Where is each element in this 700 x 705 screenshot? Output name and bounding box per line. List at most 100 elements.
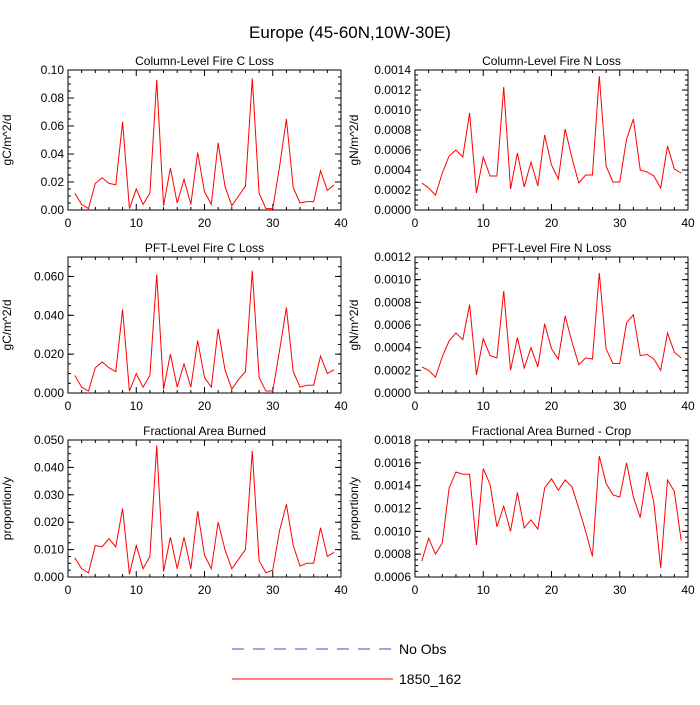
y-axis-label: proportion/y	[0, 477, 14, 540]
series-line-1850-162	[74, 270, 335, 392]
y-tick-label: 0.0002	[374, 183, 411, 197]
y-tick-label: 0.050	[34, 433, 64, 447]
panel-4: 0 10 20 30 40 0.0000 0.0002 0.0004 0.0006 0.0008 0…	[347, 241, 695, 413]
y-tick-label: 0.0008	[374, 295, 411, 309]
y-tick-label: 0.0006	[374, 570, 411, 584]
x-tick-label: 40	[681, 216, 695, 230]
panel-frame	[414, 256, 689, 394]
y-tick-label: 0.00	[41, 203, 65, 217]
x-tick-label: 0	[65, 216, 72, 230]
panels: 0 10 20 30 40 0.00 0.02 0.04 0.06 0.08 0.10 Column-…	[0, 54, 695, 597]
panel-title: Fractional Area Burned - Crop	[472, 424, 632, 438]
x-tick-label: 10	[477, 399, 491, 413]
y-tick-label: 0.0006	[374, 318, 411, 332]
panel-1: 0 10 20 30 40 0.00 0.02 0.04 0.06 0.08 0.10 Column-…	[0, 54, 348, 230]
y-axis-label: gN/m^2/d	[347, 115, 361, 166]
y-tick-label: 0.020	[34, 347, 64, 361]
x-tick-label: 30	[613, 583, 627, 597]
x-tick-label: 20	[545, 583, 559, 597]
y-axis-label: proportion/y	[347, 477, 361, 540]
panel-title: Column-Level Fire N Loss	[482, 54, 621, 68]
y-tick-label: 0.0012	[374, 502, 411, 516]
panel-title: PFT-Level Fire N Loss	[492, 241, 611, 255]
legend-label-no-obs: No Obs	[399, 641, 446, 657]
x-tick-label: 0	[65, 583, 72, 597]
x-tick-label: 40	[681, 583, 695, 597]
y-tick-label: 0.030	[34, 488, 64, 502]
x-tick-label: 20	[198, 583, 212, 597]
legend-label-1850-162: 1850_162	[399, 671, 462, 687]
y-tick-label: 0.0008	[374, 123, 411, 137]
y-tick-label: 0.10	[41, 63, 65, 77]
x-tick-label: 30	[613, 216, 627, 230]
panel-title: Column-Level Fire C Loss	[135, 54, 274, 68]
y-tick-label: 0.0018	[374, 433, 411, 447]
x-tick-label: 40	[334, 216, 348, 230]
x-tick-label: 0	[412, 583, 419, 597]
panel-title: PFT-Level Fire C Loss	[145, 241, 264, 255]
panel-frame	[414, 69, 689, 211]
y-tick-label: 0.0016	[374, 456, 411, 470]
panel-6: 0 10 20 30 40 0.0006 0.0008 0.0010 0.0012 0.0014 0…	[347, 424, 695, 597]
panel-frame	[67, 256, 342, 394]
panel-title: Fractional Area Burned	[143, 424, 266, 438]
x-tick-label: 20	[545, 216, 559, 230]
y-tick-label: 0.0008	[374, 547, 411, 561]
y-axis-label: gC/m^2/d	[0, 300, 14, 351]
y-tick-label: 0.02	[41, 175, 65, 189]
chart-title: Europe (45-60N,10W-30E)	[249, 23, 451, 42]
x-tick-label: 0	[412, 216, 419, 230]
x-tick-label: 30	[613, 399, 627, 413]
series-line-1850-162	[421, 75, 682, 196]
series-line-1850-162	[421, 272, 682, 379]
series-line-1850-162	[74, 78, 335, 210]
x-tick-label: 10	[477, 583, 491, 597]
y-tick-label: 0.0004	[374, 163, 411, 177]
series-line-1850-162	[421, 455, 682, 568]
y-tick-label: 0.0014	[374, 63, 411, 77]
x-tick-label: 0	[65, 399, 72, 413]
x-tick-label: 30	[266, 216, 280, 230]
x-tick-label: 30	[266, 399, 280, 413]
y-axis-label: gN/m^2/d	[347, 300, 361, 351]
x-tick-label: 10	[130, 399, 144, 413]
y-tick-label: 0.0002	[374, 363, 411, 377]
x-tick-label: 10	[130, 216, 144, 230]
y-tick-label: 0.0014	[374, 479, 411, 493]
y-tick-label: 0.0012	[374, 250, 411, 264]
y-tick-label: 0.060	[34, 269, 64, 283]
y-tick-label: 0.08	[41, 91, 65, 105]
y-axis-label: gC/m^2/d	[0, 115, 14, 166]
y-tick-label: 0.000	[34, 570, 64, 584]
x-tick-label: 20	[198, 216, 212, 230]
panel-frame	[67, 439, 342, 578]
y-tick-label: 0.020	[34, 515, 64, 529]
panel-5: 0 10 20 30 40 0.000 0.010 0.020 0.030 0.040 0.050 F…	[0, 424, 348, 597]
x-tick-label: 20	[198, 399, 212, 413]
x-tick-label: 10	[477, 216, 491, 230]
x-tick-label: 0	[412, 399, 419, 413]
y-tick-label: 0.0010	[374, 103, 411, 117]
x-tick-label: 20	[545, 399, 559, 413]
x-tick-label: 40	[334, 583, 348, 597]
x-tick-label: 40	[334, 399, 348, 413]
y-tick-label: 0.0000	[374, 386, 411, 400]
y-tick-label: 0.0012	[374, 83, 411, 97]
series-line-1850-162	[74, 445, 335, 575]
panel-3: 0 10 20 30 40 0.000 0.020 0.040 0.060 PFT-Level F…	[0, 241, 348, 413]
panel-2: 0 10 20 30 40 0.0000 0.0002 0.0004 0.0006 0.0008 0…	[347, 54, 695, 230]
y-tick-label: 0.06	[41, 119, 65, 133]
legend: No Obs 1850_162	[232, 641, 462, 687]
y-tick-label: 0.0000	[374, 203, 411, 217]
y-tick-label: 0.0010	[374, 524, 411, 538]
panel-frame	[414, 439, 689, 578]
y-tick-label: 0.040	[34, 308, 64, 322]
y-tick-label: 0.040	[34, 460, 64, 474]
y-tick-label: 0.04	[41, 147, 65, 161]
x-tick-label: 30	[266, 583, 280, 597]
y-tick-label: 0.000	[34, 386, 64, 400]
x-tick-label: 40	[681, 399, 695, 413]
x-tick-label: 10	[130, 583, 144, 597]
y-tick-label: 0.0004	[374, 341, 411, 355]
